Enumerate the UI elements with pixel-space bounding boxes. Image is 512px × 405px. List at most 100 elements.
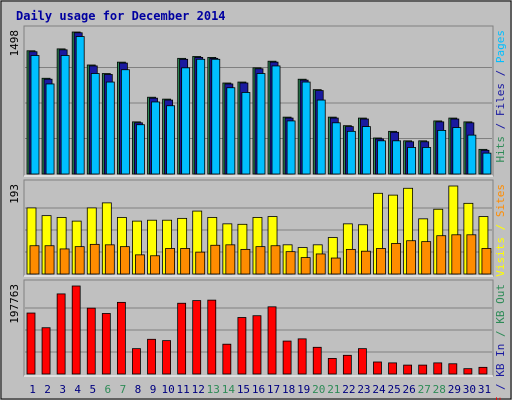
bar-sites-day-24 (376, 248, 386, 275)
bar-kb-f-day-24 (373, 361, 382, 375)
bar-pages-day-2 (45, 83, 55, 175)
bar-sites-day-23 (361, 250, 371, 275)
day-label: 21 (327, 383, 340, 396)
bar-kb-f-day-4 (71, 285, 81, 375)
bar-kb-f-day-29 (448, 363, 458, 375)
bar-pages-day-29 (452, 127, 462, 175)
legend-segment: / (494, 324, 507, 344)
day-label: 14 (222, 383, 236, 396)
bar-kb-f-day-27 (418, 364, 428, 375)
bar-pages-day-16 (256, 73, 266, 175)
day-label: 18 (282, 383, 295, 396)
day-label: 19 (297, 383, 310, 396)
bar-kb-f-day-5 (86, 307, 96, 375)
bar-sites-day-8 (135, 254, 145, 275)
bar-sites-day-19 (300, 257, 311, 275)
bar-pages-day-12 (196, 58, 206, 175)
bar-pages-day-27 (422, 147, 432, 175)
day-label: 3 (59, 383, 66, 396)
bar-sites-day-18 (285, 251, 296, 275)
bar-sites-day-30 (466, 234, 477, 275)
day-label: 7 (120, 383, 127, 396)
panel-max-label: 193 (8, 184, 21, 204)
day-label: 5 (89, 383, 96, 396)
bar-pages-day-1 (30, 55, 40, 175)
bar-sites-day-4 (74, 246, 85, 275)
day-label: 8 (135, 383, 142, 396)
panel-max-label: 197763 (8, 284, 21, 324)
bar-sites-day-12 (195, 251, 206, 275)
bar-pages-day-19 (301, 81, 311, 175)
bar-sites-day-2 (44, 245, 55, 275)
day-label: 12 (192, 383, 205, 396)
bar-sites-day-13 (210, 244, 221, 275)
day-label: 29 (448, 383, 461, 396)
day-axis-labels: 1 2 3 4 5 6 7 8 9 10 11 12 13 14 15 16 17 18 19 20 21 22 23 24 2… (29, 383, 491, 396)
bar-kb-f-day-3 (56, 293, 66, 375)
bar-sites-day-17 (270, 245, 281, 275)
bar-kb-f-day-18 (282, 340, 292, 375)
day-label: 15 (237, 383, 250, 396)
legend-segment: Sites (494, 184, 507, 217)
bar-sites-day-15 (240, 248, 251, 275)
bar-kb-f-day-6 (101, 313, 111, 375)
bar-kb-f-day-21 (327, 358, 337, 375)
legend-segment: KB Out (494, 284, 507, 324)
day-label: 17 (267, 383, 280, 396)
bar-sites-day-25 (391, 243, 401, 275)
day-label: 6 (105, 383, 112, 396)
legend-segment: KB In (494, 344, 507, 377)
legend-segment: / (494, 116, 507, 136)
legend-segment: Files (494, 83, 507, 116)
bar-pages-day-14 (226, 87, 236, 175)
bar-kb-f-day-28 (433, 362, 443, 375)
bar-pages-day-31 (482, 152, 492, 175)
bar-kb-f-day-10 (162, 340, 171, 375)
day-label: 24 (372, 383, 386, 396)
bar-kb-f-day-20 (312, 346, 322, 375)
bar-pages-day-30 (467, 134, 477, 175)
bar-kb-f-day-15 (237, 317, 247, 375)
bar-pages-day-28 (437, 129, 447, 175)
bar-kb-f-day-9 (147, 338, 156, 375)
bar-sites-day-14 (225, 244, 236, 275)
bar-sites-day-16 (255, 246, 266, 275)
day-label: 2 (44, 383, 51, 396)
bar-kb-f-day-7 (116, 301, 126, 375)
legend-segment: Hits (494, 136, 507, 163)
bar-sites-day-31 (481, 248, 492, 275)
panel-legend: KB F / KB In / KB Out (494, 284, 507, 400)
bar-pages-day-17 (271, 65, 281, 175)
day-label: 20 (312, 383, 325, 396)
bar-sites-day-29 (451, 234, 462, 275)
bar-pages-day-22 (346, 130, 356, 175)
bar-kb-f-day-2 (41, 327, 51, 375)
bar-kb-f-day-25 (388, 362, 397, 375)
bar-pages-day-7 (120, 69, 130, 175)
legend-segment: / (494, 377, 507, 397)
day-label: 16 (252, 383, 265, 396)
bar-sites-day-21 (330, 257, 341, 275)
bar-sites-day-10 (165, 248, 175, 275)
panel-legend: Visits / Sites (494, 184, 507, 277)
day-label: 28 (433, 383, 446, 396)
bar-sites-day-11 (180, 248, 191, 275)
bar-pages-day-25 (392, 140, 401, 175)
bar-pages-day-6 (105, 81, 115, 175)
day-label: 11 (177, 383, 190, 396)
bar-pages-day-20 (316, 99, 326, 175)
bar-sites-day-27 (421, 241, 432, 275)
day-label: 25 (387, 383, 400, 396)
chart-title: Daily usage for December 2014 (16, 9, 226, 23)
bar-pages-day-8 (136, 124, 145, 175)
bar-kb-f-day-12 (192, 300, 202, 375)
legend-segment: / (494, 217, 507, 237)
bar-pages-day-18 (286, 120, 296, 175)
bar-kb-f-day-22 (342, 354, 352, 375)
bar-pages-day-15 (241, 92, 251, 175)
bar-sites-day-5 (89, 243, 100, 275)
